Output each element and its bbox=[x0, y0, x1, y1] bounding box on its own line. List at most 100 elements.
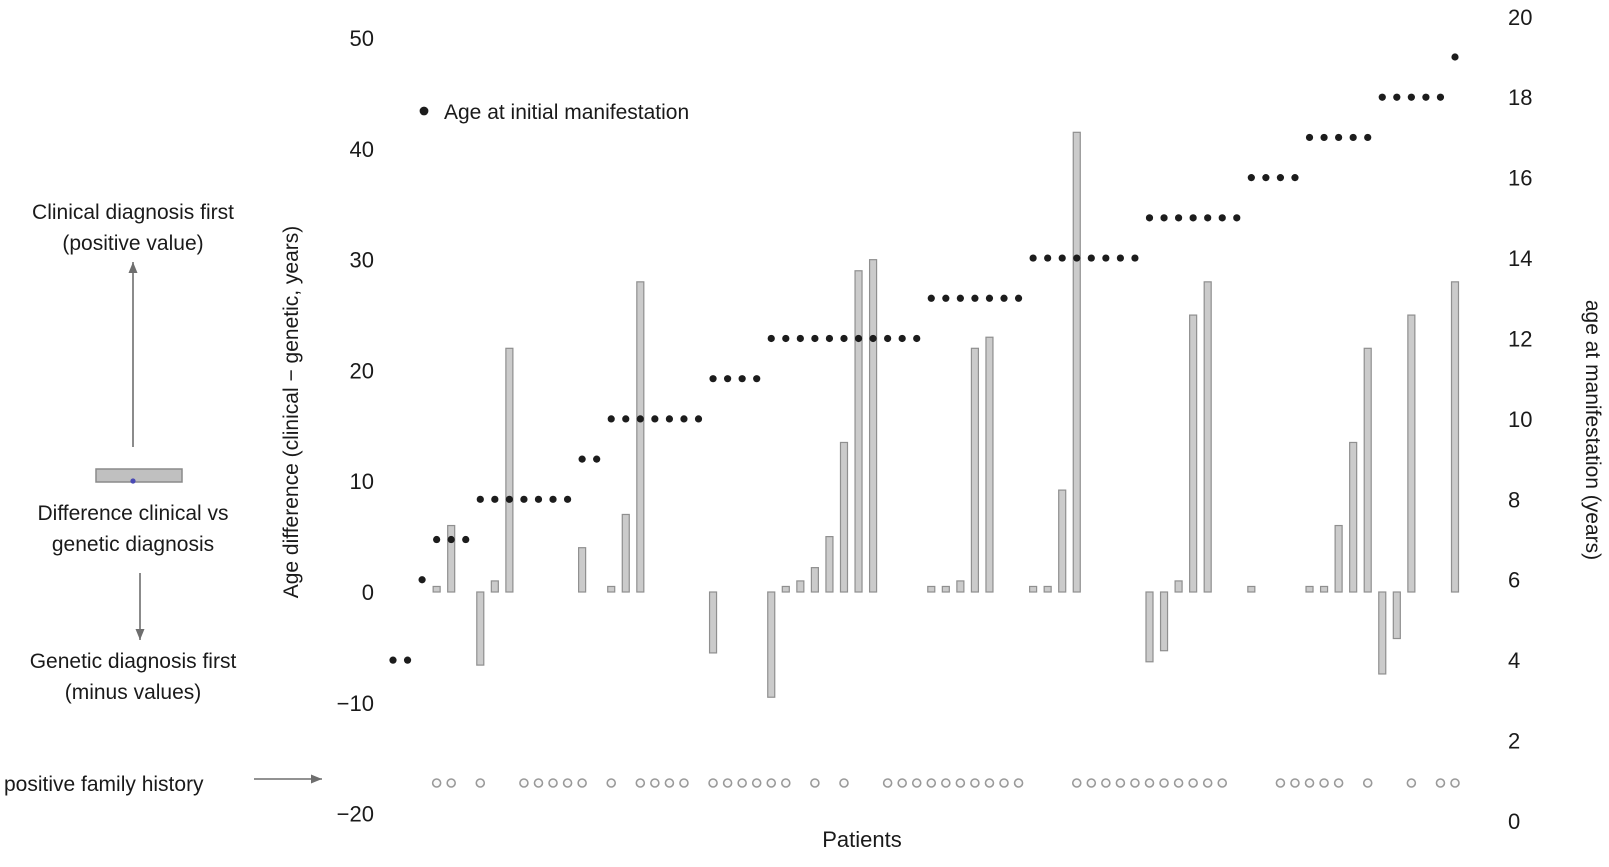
manifestation-age-dot bbox=[1204, 214, 1212, 222]
manifestation-age-dot bbox=[680, 415, 688, 423]
age-difference-bar bbox=[1305, 585, 1314, 593]
age-difference-bar bbox=[1159, 591, 1169, 652]
family-history-circle bbox=[882, 778, 893, 788]
age-difference-bar bbox=[1378, 591, 1387, 675]
manifestation-age-dot bbox=[389, 656, 397, 664]
family-history-circle bbox=[1202, 778, 1213, 788]
manifestation-age-dot bbox=[563, 495, 572, 503]
age-difference-bar bbox=[839, 441, 849, 593]
manifestation-age-dot bbox=[403, 656, 412, 664]
family-history-circle bbox=[766, 778, 777, 788]
annotation-genetic-first-line2: (minus values) bbox=[64, 681, 202, 704]
manifestation-age-dot bbox=[767, 334, 775, 343]
family-history-circle bbox=[1406, 778, 1417, 788]
age-difference-bar bbox=[1407, 314, 1416, 593]
left-axis-title: Age difference (clinical − genetic, year… bbox=[279, 225, 303, 599]
family-history-circle bbox=[1275, 778, 1286, 788]
family-history-circle bbox=[1450, 778, 1460, 788]
manifestation-age-dot bbox=[985, 294, 994, 302]
family-history-circle bbox=[1115, 778, 1126, 788]
family-history-circle bbox=[475, 778, 486, 788]
right-axis-tick: 14 bbox=[1508, 246, 1532, 271]
manifestation-age-dot bbox=[1044, 254, 1052, 262]
family-history-circle bbox=[1013, 778, 1024, 788]
age-difference-bar bbox=[868, 259, 878, 593]
age-difference-bar bbox=[1392, 591, 1401, 640]
family-history-circle bbox=[1173, 778, 1184, 788]
age-difference-bar bbox=[956, 580, 965, 593]
manifestation-age-dot bbox=[811, 334, 819, 343]
family-history-circle bbox=[1304, 778, 1315, 788]
manifestation-age-dot bbox=[1247, 174, 1255, 182]
right-axis-tick: 12 bbox=[1508, 326, 1532, 351]
age-difference-bar bbox=[447, 524, 456, 593]
age-difference-bar bbox=[505, 347, 514, 593]
right-axis-title: age at manifestation (years) bbox=[1581, 299, 1605, 561]
family-history-circle bbox=[839, 778, 849, 788]
family-history-circle bbox=[911, 778, 922, 788]
age-difference-bar bbox=[1319, 585, 1329, 593]
family-history-circle bbox=[519, 778, 529, 788]
age-difference-bar bbox=[607, 585, 616, 593]
manifestation-age-dot bbox=[854, 334, 863, 343]
manifestation-age-dot bbox=[971, 294, 979, 302]
family-history-circle bbox=[446, 778, 456, 788]
right-axis-tick: 4 bbox=[1508, 648, 1520, 673]
manifestation-age-dot bbox=[782, 334, 790, 343]
manifestation-age-dot bbox=[578, 455, 586, 463]
family-history-circle bbox=[941, 778, 951, 788]
age-difference-bar bbox=[476, 591, 485, 666]
manifestation-age-dot bbox=[1393, 93, 1401, 101]
left-axis-tick: 0 bbox=[362, 580, 374, 605]
left-axis-tick: 20 bbox=[350, 358, 374, 383]
manifestation-age-dot bbox=[796, 334, 804, 343]
manifestation-age-dot bbox=[505, 495, 513, 503]
family-history-circle bbox=[1333, 778, 1344, 788]
manifestation-age-dot bbox=[694, 415, 703, 423]
manifestation-age-dot bbox=[884, 334, 892, 343]
left-axis-tick: 10 bbox=[350, 469, 374, 494]
difference-glyph-dot-icon bbox=[130, 478, 136, 484]
family-history-circle bbox=[926, 778, 937, 788]
manifestation-age-dot bbox=[1233, 214, 1241, 222]
right-axis-tick: 2 bbox=[1508, 729, 1520, 754]
manifestation-age-dot bbox=[1218, 214, 1226, 222]
manifestation-age-dot bbox=[1320, 133, 1328, 142]
family-history-circle bbox=[999, 778, 1009, 788]
manifestation-age-dot bbox=[942, 294, 950, 302]
age-difference-bar bbox=[796, 580, 805, 593]
manifestation-age-dot bbox=[1116, 254, 1124, 262]
manifestation-age-dot bbox=[534, 495, 543, 503]
manifestation-age-dot bbox=[898, 334, 906, 343]
age-difference-bar bbox=[1203, 281, 1212, 593]
left-axis-tick: −10 bbox=[337, 691, 374, 716]
manifestation-age-dot bbox=[1131, 254, 1139, 262]
manifestation-age-dot bbox=[549, 495, 557, 503]
manifestation-age-dot bbox=[869, 334, 877, 343]
family-history-circle bbox=[1435, 778, 1446, 788]
manifestation-age-dot bbox=[1349, 133, 1357, 142]
manifestation-age-dot bbox=[651, 415, 659, 423]
manifestation-age-dot bbox=[1335, 133, 1343, 142]
age-difference-bar bbox=[825, 536, 834, 593]
legend-label: Age at initial manifestation bbox=[444, 101, 690, 124]
family-history-circle bbox=[606, 778, 617, 788]
manifestation-age-dot bbox=[447, 535, 455, 544]
manifestation-age-dot bbox=[1014, 294, 1023, 302]
age-difference-bar bbox=[1058, 489, 1067, 593]
age-difference-bar bbox=[941, 585, 950, 593]
age-difference-bar bbox=[432, 585, 441, 593]
family-history-circle bbox=[1217, 778, 1228, 788]
left-axis-tick: 50 bbox=[350, 26, 374, 51]
manifestation-age-dot bbox=[1073, 254, 1081, 262]
family-history-circle bbox=[1130, 778, 1140, 788]
age-difference-bar bbox=[1072, 131, 1081, 593]
family-history-circle bbox=[810, 778, 820, 788]
age-difference-bar bbox=[1174, 580, 1183, 593]
age-difference-bar bbox=[970, 347, 980, 593]
family-history-circle bbox=[650, 778, 660, 788]
family-history-circle bbox=[1101, 778, 1111, 788]
manifestation-age-dot bbox=[622, 415, 630, 423]
